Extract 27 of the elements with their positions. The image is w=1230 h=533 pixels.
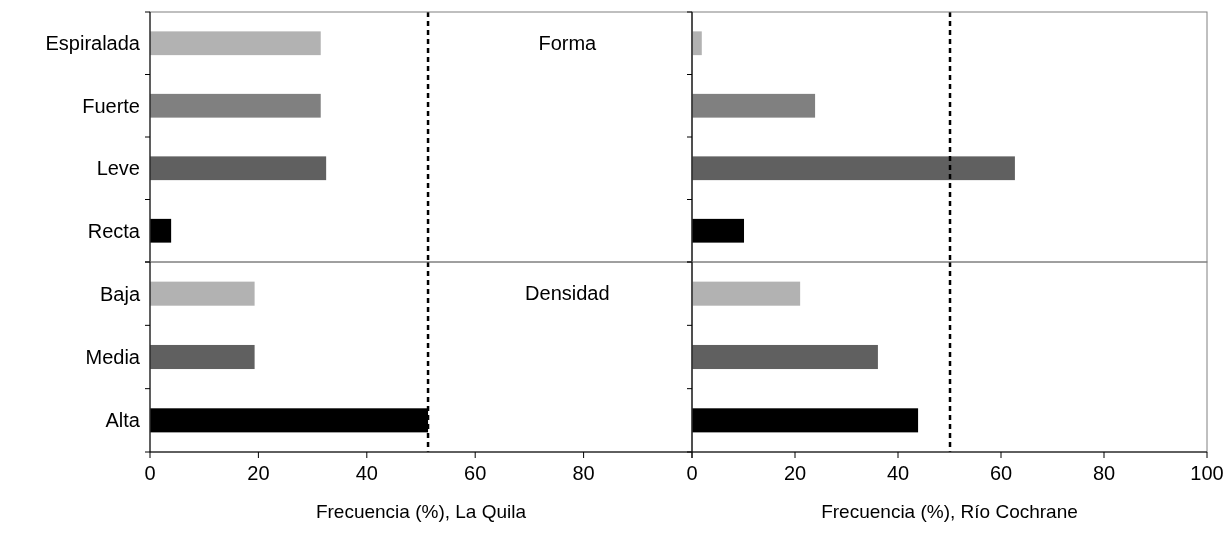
y-tick-label: Leve	[96, 157, 140, 180]
bar	[692, 281, 801, 306]
bar	[692, 344, 878, 370]
x-tick-label: 0	[144, 462, 156, 484]
y-tick-label: Fuerte	[82, 94, 140, 117]
x-tick-label: 80	[572, 462, 595, 484]
x-tick-label: 20	[247, 462, 270, 484]
bar	[692, 156, 1015, 181]
y-tick-label: Recta	[87, 219, 141, 242]
bar	[692, 93, 816, 118]
x-tick-label: 20	[783, 462, 807, 484]
y-tick-label: Baja	[99, 282, 141, 305]
x-tick-label: 60	[989, 462, 1013, 484]
annotation: Densidad	[525, 282, 610, 304]
y-tick-label: Media	[85, 346, 141, 368]
x-tick-label: 40	[355, 462, 378, 484]
x-tick-label: 60	[464, 462, 487, 484]
x-tick-label: 40	[886, 462, 910, 484]
x-axis-title: Frecuencia (%), Río Cochrane	[821, 501, 1078, 522]
bar	[692, 31, 702, 56]
x-tick-label: 100	[1190, 462, 1224, 484]
y-tick-label: Alta	[105, 409, 141, 432]
y-tick-label: Espiralada	[45, 32, 141, 55]
x-tick-label: 0	[686, 462, 698, 484]
x-tick-label: 80	[1092, 462, 1116, 484]
x-axis-title: Frecuencia (%), La Quila	[315, 501, 527, 522]
annotation: Forma	[538, 32, 598, 54]
